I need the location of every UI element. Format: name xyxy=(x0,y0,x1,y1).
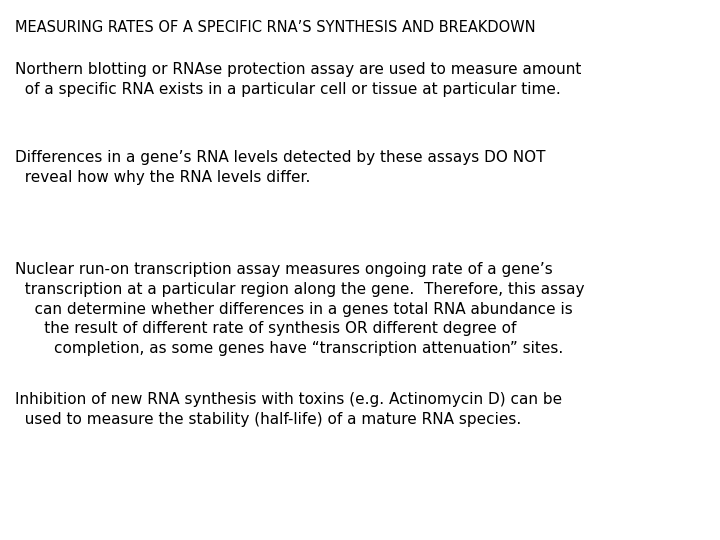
Text: MEASURING RATES OF A SPECIFIC RNA’S SYNTHESIS AND BREAKDOWN: MEASURING RATES OF A SPECIFIC RNA’S SYNT… xyxy=(15,20,536,35)
Text: Nuclear run-on transcription assay measures ongoing rate of a gene’s
  transcrip: Nuclear run-on transcription assay measu… xyxy=(15,262,585,356)
Text: Inhibition of new RNA synthesis with toxins (e.g. Actinomycin D) can be
  used t: Inhibition of new RNA synthesis with tox… xyxy=(15,392,562,427)
Text: Differences in a gene’s RNA levels detected by these assays DO NOT
  reveal how : Differences in a gene’s RNA levels detec… xyxy=(15,150,546,185)
Text: Northern blotting or RNAse protection assay are used to measure amount
  of a sp: Northern blotting or RNAse protection as… xyxy=(15,62,581,97)
